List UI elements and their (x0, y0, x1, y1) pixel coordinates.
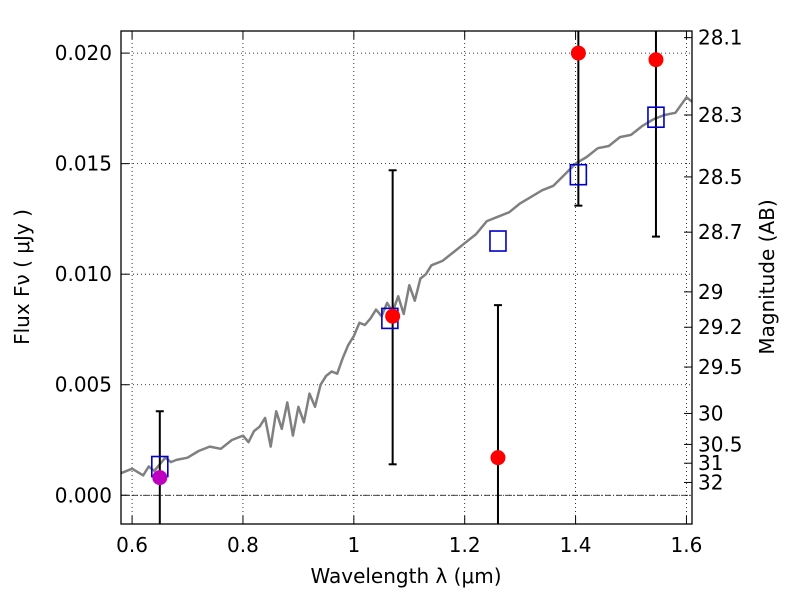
observed-point (490, 450, 506, 466)
x-tick-labels: 0.6 0.8 1 1.2 1.4 1.6 (116, 533, 702, 557)
observed-point (152, 470, 168, 486)
y-tick-label: 0.005 (55, 373, 112, 397)
sed-line (120, 96, 693, 477)
y-tick-labels: 0.000 0.005 0.010 0.015 0.020 (55, 41, 112, 507)
y-tick-label: 0.020 (55, 41, 112, 65)
y-tick-label: 0.010 (55, 262, 112, 286)
x-tick-label: 1.6 (671, 533, 703, 557)
x-axis-title: Wavelength λ (μm) (310, 564, 501, 588)
model-square (489, 230, 507, 252)
mag-tick-label: 30 (698, 401, 723, 425)
observed-point (648, 52, 664, 68)
grid-lines (121, 31, 692, 524)
observed-point (385, 308, 401, 324)
observed-point (570, 45, 586, 61)
y-tick-label: 0.000 (55, 483, 112, 507)
x-tick-label: 0.8 (227, 533, 259, 557)
axis-ticks (121, 31, 692, 524)
mag-tick-label: 29.5 (698, 355, 743, 379)
plot-frame (120, 30, 693, 525)
sed-line-layer (120, 96, 693, 477)
mag-tick-label: 31 (698, 451, 723, 475)
model-square (647, 106, 665, 129)
model-square (569, 163, 588, 186)
y-axis-title: Flux Fν ( μJy ) (10, 209, 34, 345)
mag-tick-label: 32 (698, 470, 723, 494)
right-axis-title: Magnitude (AB) (755, 199, 779, 354)
x-tick-label: 1.2 (449, 533, 481, 557)
x-tick-label: 1 (347, 533, 360, 557)
mag-tick-label: 29 (698, 280, 723, 304)
x-tick-label: 0.6 (116, 533, 148, 557)
mag-tick-label: 29.2 (698, 315, 743, 339)
mag-tick-label: 28.1 (698, 26, 743, 50)
observed-points (152, 45, 664, 486)
mag-tick-label: 28.7 (698, 220, 743, 244)
x-tick-label: 1.4 (560, 533, 592, 557)
mag-tick-label: 28.5 (698, 165, 743, 189)
mag-tick-label: 30.5 (698, 432, 743, 456)
y-tick-label: 0.015 (55, 152, 112, 176)
mag-tick-label: 28.3 (698, 103, 743, 127)
error-bars (155, 31, 660, 524)
